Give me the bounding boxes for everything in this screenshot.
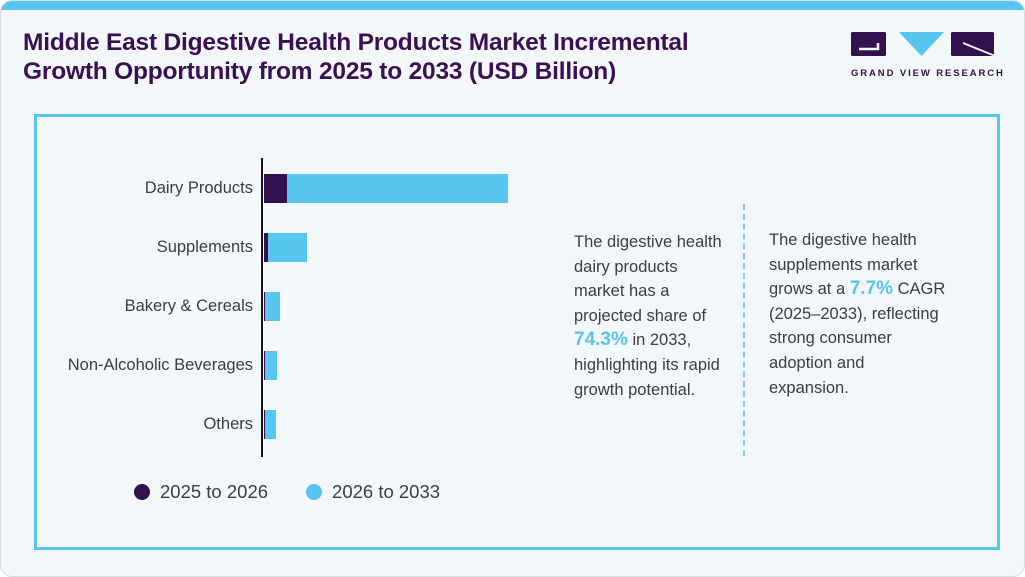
chart-row-supplements: Supplements (37, 233, 997, 262)
page-title-line1: Middle East Digestive Health Products Ma… (23, 29, 689, 56)
bar-segment-bakery-cereals-2026-to-2033 (265, 292, 280, 321)
legend-swatch-2025-2026 (134, 484, 150, 500)
page-title: Middle East Digestive Health Products Ma… (23, 28, 833, 86)
chart-row-bakery-cereals: Bakery & Cereals (37, 292, 997, 321)
chart-row-non-alcoholic-beverages: Non-Alcoholic Beverages (37, 351, 997, 380)
insight-dairy-products: The digestive health dairy products mark… (574, 230, 726, 402)
chart-row-dairy-products: Dairy Products (37, 174, 997, 203)
insight-supplements: The digestive health supplements market … (769, 228, 947, 400)
category-label-non-alcoholic-beverages: Non-Alcoholic Beverages (67, 356, 253, 374)
gvr-logo-icon (851, 32, 995, 57)
bar-stack-bakery-cereals (264, 292, 280, 321)
legend-item-2026-2033: 2026 to 2033 (306, 481, 440, 503)
legend-swatch-2026-2033 (306, 484, 323, 500)
bar-segment-non-alcoholic-beverages-2026-to-2033 (265, 351, 277, 380)
bar-stack-supplements (264, 233, 307, 262)
bar-segment-supplements-2026-to-2033 (268, 233, 307, 262)
bar-segment-non-alcoholic-beverages-2025-to-2026 (264, 351, 265, 380)
category-axis-line (261, 158, 263, 457)
chart-row-others: Others (37, 410, 997, 439)
bar-segment-supplements-2025-to-2026 (264, 233, 268, 262)
chart-legend: 2025 to 2026 2026 to 2033 (134, 481, 440, 503)
bar-segment-others-2026-to-2033 (265, 410, 276, 439)
bar-segment-dairy-products-2026-to-2033 (287, 174, 508, 203)
category-label-bakery-cereals: Bakery & Cereals (124, 297, 253, 315)
insight-text: CAGR (2025–2033), reflecting strong cons… (769, 280, 946, 397)
dashed-divider (743, 204, 745, 456)
grand-view-research-logo: GRAND VIEW RESEARCH (851, 30, 1005, 79)
category-label-others: Others (203, 415, 253, 433)
bar-stack-others (264, 410, 276, 439)
insight-highlight-value: 7.7% (849, 278, 894, 300)
page-title-line2: Growth Opportunity from 2025 to 2033 (US… (23, 58, 617, 85)
category-label-supplements: Supplements (156, 238, 253, 256)
legend-label: 2025 to 2026 (160, 481, 269, 502)
bar-segment-bakery-cereals-2025-to-2026 (264, 292, 265, 321)
insight-text: The digestive health supplements market … (769, 231, 918, 299)
insight-highlight-value: 74.3% (574, 329, 628, 351)
logo-wordmark: GRAND VIEW RESEARCH (851, 68, 1005, 79)
chart-panel: Dairy Products Supplements Bakery & Cereal… (34, 114, 1000, 550)
legend-label: 2026 to 2033 (332, 481, 441, 502)
bar-segment-dairy-products-2025-to-2026 (264, 174, 287, 203)
insight-text: in 2033, highlighting its rapid growth p… (574, 331, 720, 399)
top-accent-strip (1, 1, 1024, 10)
bar-stack-non-alcoholic-beverages (264, 351, 277, 380)
insight-text: The digestive health dairy products mark… (574, 233, 722, 325)
legend-item-2025-2026: 2025 to 2026 (134, 481, 268, 503)
category-label-dairy-products: Dairy Products (144, 179, 253, 197)
bar-stack-dairy-products (264, 174, 508, 203)
bar-segment-others-2025-to-2026 (264, 410, 265, 439)
